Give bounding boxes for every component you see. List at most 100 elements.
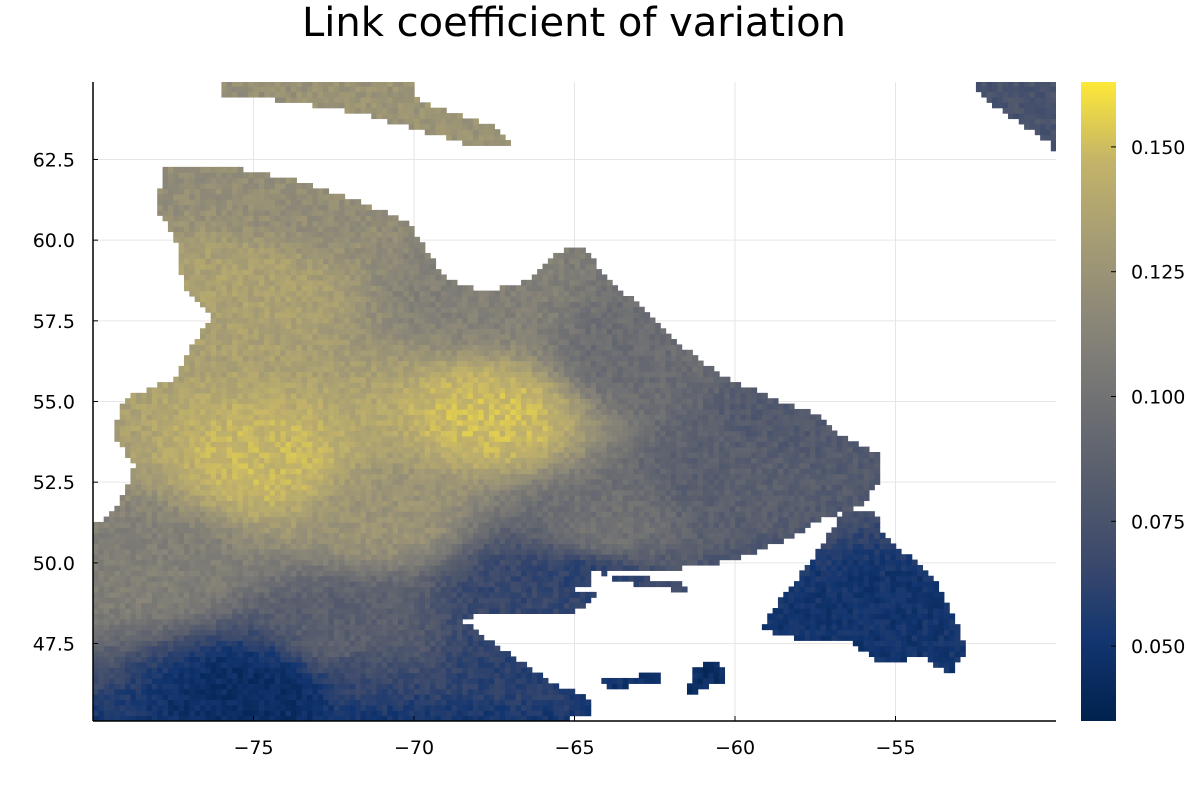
heatmap-cell (109, 570, 115, 577)
heatmap-cell (312, 672, 319, 679)
heatmap-cell (151, 564, 158, 571)
heatmap-cell (381, 618, 388, 625)
heatmap-cell (237, 360, 244, 367)
heatmap-cell (125, 661, 132, 668)
heatmap-cell (200, 419, 206, 426)
heatmap-cell (258, 269, 265, 276)
heatmap-cell (221, 462, 228, 469)
heatmap-cell (130, 591, 137, 598)
heatmap-cell (381, 511, 388, 518)
heatmap-cell (312, 86, 319, 93)
heatmap-cell (226, 624, 233, 631)
heatmap-cell (189, 473, 196, 480)
heatmap-cell (376, 699, 383, 706)
heatmap-cell (205, 339, 212, 346)
heatmap-cell (333, 258, 340, 265)
heatmap-cell (296, 209, 303, 216)
heatmap-cell (280, 274, 287, 281)
heatmap-cell (328, 624, 335, 631)
heatmap-cell (371, 699, 378, 706)
heatmap-cell (264, 274, 271, 281)
heatmap-cell (151, 473, 158, 480)
heatmap-cell (307, 403, 313, 410)
heatmap-cell (210, 252, 217, 259)
heatmap-cell (141, 532, 148, 539)
heatmap-cell (237, 408, 244, 415)
heatmap-cell (216, 220, 223, 227)
heatmap-cell (290, 468, 297, 475)
heatmap-cell (248, 597, 255, 604)
heatmap-cell (381, 446, 388, 453)
heatmap-cell (387, 613, 394, 620)
heatmap-cell (307, 204, 313, 211)
heatmap-cell (365, 204, 372, 211)
heatmap-cell (328, 564, 335, 571)
heatmap-cell (344, 645, 351, 652)
heatmap-cell (221, 398, 228, 405)
heatmap-cell (269, 532, 276, 539)
heatmap-cell (242, 414, 249, 421)
heatmap-cell (167, 457, 174, 464)
heatmap-cell (205, 252, 212, 259)
heatmap-cell (365, 710, 372, 717)
heatmap-cell (285, 484, 292, 491)
heatmap-cell (258, 183, 265, 189)
heatmap-cell (221, 177, 228, 184)
heatmap-cell (194, 505, 201, 512)
heatmap-cell (307, 543, 313, 550)
heatmap-cell (242, 360, 249, 367)
heatmap-cell (200, 376, 206, 383)
heatmap-cell (339, 624, 346, 631)
heatmap-cell (130, 516, 137, 523)
heatmap-cell (312, 349, 319, 356)
heatmap-cell (264, 258, 271, 265)
heatmap-cell (355, 236, 362, 243)
heatmap-cell (376, 376, 383, 383)
heatmap-cell (210, 710, 217, 717)
heatmap-cell (258, 581, 265, 588)
heatmap-cell (216, 478, 223, 485)
heatmap-cell (349, 430, 356, 437)
heatmap-cell (387, 376, 394, 383)
heatmap-cell (333, 500, 340, 507)
heatmap-cell (232, 279, 239, 286)
heatmap-cell (355, 398, 362, 405)
heatmap-cell (274, 349, 281, 356)
heatmap-cell (162, 430, 169, 437)
heatmap-cell (269, 226, 276, 233)
heatmap-cell (253, 188, 260, 195)
heatmap-cell (216, 452, 223, 458)
heatmap-cell (210, 457, 217, 464)
heatmap-cell (381, 263, 388, 270)
heatmap-cell (280, 521, 287, 528)
heatmap-cell (183, 177, 190, 184)
heatmap-cell (339, 344, 346, 351)
heatmap-cell (258, 414, 265, 421)
heatmap-cell (221, 312, 228, 319)
heatmap-cell (269, 478, 276, 485)
heatmap-cell (205, 193, 212, 200)
heatmap-cell (242, 570, 249, 577)
heatmap-cell (269, 704, 276, 711)
heatmap-cell (333, 392, 340, 399)
heatmap-cell (344, 86, 351, 93)
heatmap-cell (301, 328, 308, 335)
heatmap-cell (183, 441, 190, 448)
heatmap-cell (269, 505, 276, 512)
heatmap-cell (339, 414, 346, 421)
heatmap-cell (269, 473, 276, 480)
heatmap-cell (323, 328, 330, 335)
heatmap-cell (344, 516, 351, 523)
heatmap (93, 82, 1056, 721)
heatmap-cell (242, 290, 249, 297)
heatmap-cell (371, 629, 378, 636)
heatmap-cell (200, 452, 206, 458)
heatmap-cell (381, 349, 388, 356)
heatmap-cell (360, 478, 367, 485)
heatmap-cell (119, 570, 126, 577)
heatmap-cell (103, 661, 110, 668)
heatmap-cell (162, 667, 169, 674)
heatmap-cell (339, 285, 346, 292)
heatmap-cell (103, 613, 110, 620)
heatmap-cell (307, 82, 313, 87)
